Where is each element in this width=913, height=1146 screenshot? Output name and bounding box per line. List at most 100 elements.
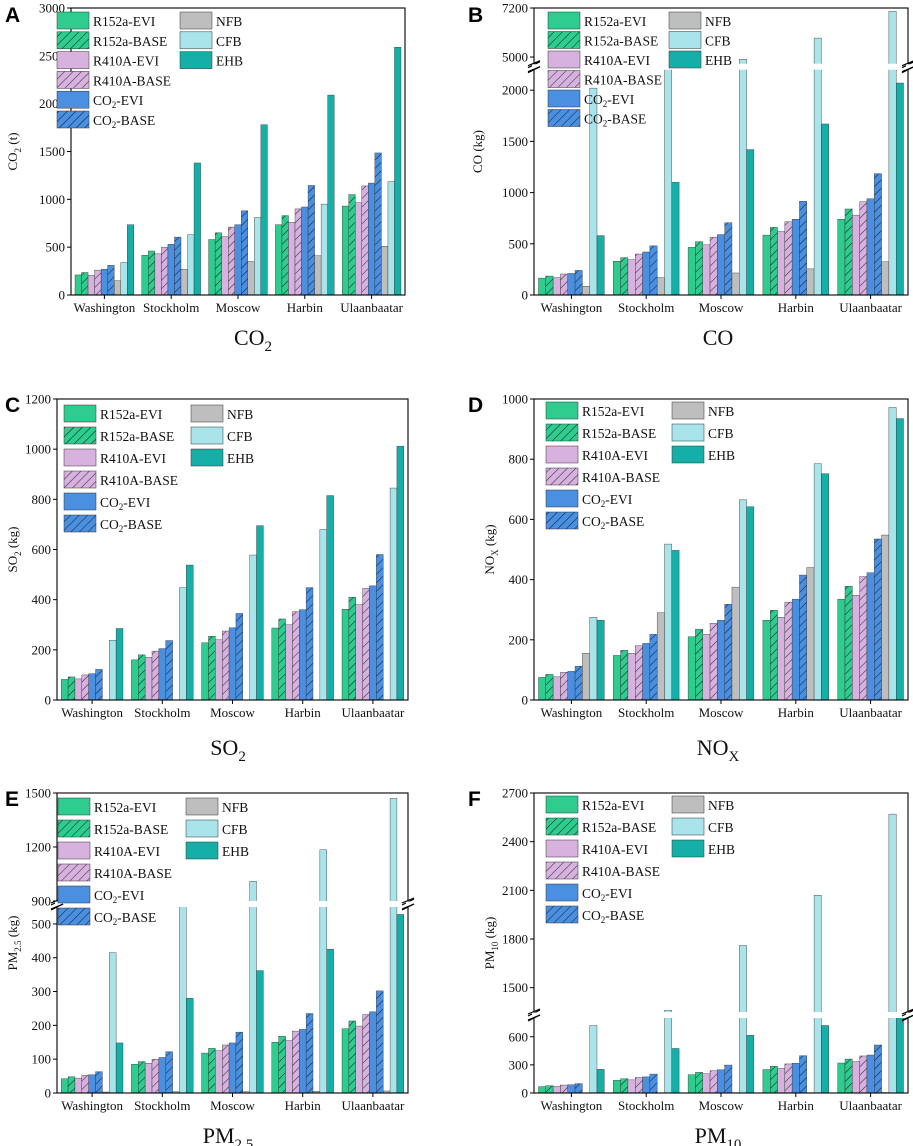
legend-swatch-R152a-EVI bbox=[545, 401, 579, 420]
bar-R152a-BASE-Ulaanbaatar bbox=[844, 1058, 853, 1094]
legend-swatch-R152a-BASE bbox=[545, 817, 579, 836]
bar-R152a-EVI-Stockholm bbox=[613, 261, 621, 296]
bar-R152a-EVI-Harbin bbox=[271, 627, 279, 701]
bar-CFB-Washington bbox=[120, 262, 128, 296]
y-tick-label: 2400 bbox=[502, 834, 528, 849]
legend-swatch-CO2-EVI bbox=[63, 492, 97, 511]
axis-break-mark bbox=[527, 66, 541, 73]
legend-label: R152a-EVI bbox=[94, 800, 157, 815]
legend-swatch-NFB bbox=[668, 11, 702, 30]
bar-CFB-Stockholm bbox=[664, 1010, 672, 1094]
bar-NFB-Washington bbox=[582, 286, 590, 296]
legend-swatch-R410A-BASE bbox=[56, 71, 90, 89]
bar-CFB-Stockholm bbox=[664, 66, 672, 296]
bar-NFB-Ulaanbaatar bbox=[381, 246, 389, 296]
bar-CO2-EVI-Ulaanbaatar bbox=[368, 182, 376, 296]
x-tick-label: Ulaanbaatar bbox=[839, 300, 902, 315]
legend-label: R152a-EVI bbox=[93, 14, 156, 29]
legend-label: R152a-BASE bbox=[582, 820, 656, 835]
bar-CO2-BASE-Washington bbox=[95, 1071, 103, 1094]
legend-label: R152a-EVI bbox=[582, 404, 645, 419]
legend-label: EHB bbox=[216, 54, 243, 69]
legend-label: CFB bbox=[708, 820, 734, 835]
bar-NFB-Stockholm bbox=[656, 612, 665, 701]
x-tick-label: Stockholm bbox=[618, 1098, 674, 1113]
y-tick-label: 2700 bbox=[502, 786, 528, 801]
x-tick-label: Stockholm bbox=[618, 705, 674, 720]
bar-R410A-EVI-Washington bbox=[552, 277, 561, 296]
panel-letter: B bbox=[468, 4, 483, 27]
bar-CO2-BASE-Harbin bbox=[305, 1013, 314, 1094]
bar-R410A-BASE-Ulaanbaatar bbox=[859, 1055, 868, 1094]
bar-CFB-Moscow bbox=[249, 881, 257, 1094]
legend-swatch-CFB bbox=[671, 817, 705, 836]
bar-EHB-Washington bbox=[115, 628, 124, 701]
bar-CFB-Ulaanbaatar bbox=[888, 813, 897, 1094]
y-tick-label: 7200 bbox=[502, 1, 528, 16]
legend-label: NFB bbox=[222, 800, 248, 815]
legend-swatch-R410A-EVI bbox=[56, 51, 90, 69]
bar-R152a-EVI-Moscow bbox=[687, 247, 696, 296]
legend-swatch-R152a-EVI bbox=[545, 795, 579, 814]
legend-swatch-CO2-BASE bbox=[545, 511, 579, 530]
axis-break-gap bbox=[532, 64, 536, 70]
bar-R152a-EVI-Harbin bbox=[762, 234, 771, 296]
bar-R410A-EVI-Ulaanbaatar bbox=[852, 214, 860, 296]
bar-EHB-Washington bbox=[596, 1069, 605, 1094]
y-tick-label: 1000 bbox=[502, 185, 528, 200]
bar-NFB-Moscow bbox=[731, 272, 740, 296]
bar-R152a-BASE-Moscow bbox=[208, 636, 216, 701]
legend: R152a-EVI R152a-BASE R410A-EVI R410A-BASE CO… bbox=[57, 797, 249, 927]
bar-R410A-EVI-Harbin bbox=[777, 231, 786, 296]
legend-swatch-R152a-EVI bbox=[57, 797, 91, 816]
x-tick-label: Stockholm bbox=[143, 300, 199, 315]
bar-R410A-EVI-Harbin bbox=[285, 1040, 293, 1094]
y-tick-label: 1200 bbox=[25, 840, 51, 855]
bar-CO2-EVI-Ulaanbaatar bbox=[369, 1011, 377, 1094]
panel-letter: A bbox=[5, 4, 20, 27]
bar-CO2-BASE-Moscow bbox=[235, 1031, 243, 1094]
legend-label: CFB bbox=[216, 34, 242, 49]
bar-R152a-EVI-Washington bbox=[61, 1078, 69, 1094]
legend-swatch-R410A-EVI bbox=[57, 841, 91, 860]
bar-CO2-BASE-Stockholm bbox=[174, 236, 182, 296]
bar-CO2-EVI-Stockholm bbox=[642, 251, 651, 296]
bar-R410A-BASE-Harbin bbox=[784, 1063, 793, 1094]
legend-label: NFB bbox=[708, 404, 734, 419]
legend-swatch-CO2-BASE bbox=[56, 110, 90, 129]
x-tick-label: Ulaanbaatar bbox=[340, 300, 403, 315]
bar-EHB-Harbin bbox=[326, 949, 334, 1094]
bar-R152a-BASE-Harbin bbox=[770, 610, 778, 701]
bar-CFB-Ulaanbaatar bbox=[389, 487, 398, 701]
legend-swatch-R152a-BASE bbox=[57, 819, 91, 838]
legend-swatch-R410A-EVI bbox=[545, 445, 579, 464]
legend-label: CFB bbox=[705, 34, 731, 49]
bar-R152a-EVI-Ulaanbaatar bbox=[837, 219, 846, 296]
bar-R410A-BASE-Ulaanbaatar bbox=[361, 185, 369, 296]
axis-break-gap bbox=[531, 1012, 911, 1018]
legend-label: R410A-BASE bbox=[582, 470, 660, 485]
bar-CO2-EVI-Ulaanbaatar bbox=[866, 1054, 875, 1094]
y-tick-label: 1500 bbox=[39, 144, 65, 159]
y-tick-label: 1500 bbox=[502, 134, 528, 149]
bar-R152a-BASE-Stockholm bbox=[138, 654, 146, 701]
bar-NFB-Harbin bbox=[314, 255, 322, 296]
bar-CFB-Harbin bbox=[813, 895, 822, 1094]
legend-label: R152a-BASE bbox=[93, 34, 167, 49]
bar-CO2-BASE-Ulaanbaatar bbox=[374, 152, 382, 296]
bar-R410A-EVI-Moscow bbox=[221, 236, 229, 296]
bar-R152a-BASE-Ulaanbaatar bbox=[348, 194, 356, 296]
x-tick-label: Washington bbox=[61, 705, 123, 720]
legend-label: CO2-EVI bbox=[584, 92, 635, 109]
bar-CO2-EVI-Stockholm bbox=[158, 1057, 166, 1094]
axis-break-mark bbox=[901, 60, 913, 67]
x-tick-label: Harbin bbox=[778, 1098, 815, 1113]
bar-CO2-EVI-Moscow bbox=[228, 1042, 237, 1094]
bar-EHB-Moscow bbox=[256, 970, 264, 1094]
bar-CO2-EVI-Moscow bbox=[234, 224, 242, 296]
bar-CFB-Washington bbox=[109, 640, 117, 701]
bar-EHB-Moscow bbox=[746, 149, 755, 296]
bar-CO2-BASE-Stockholm bbox=[649, 245, 658, 296]
bar-R152a-EVI-Stockholm bbox=[131, 659, 139, 701]
